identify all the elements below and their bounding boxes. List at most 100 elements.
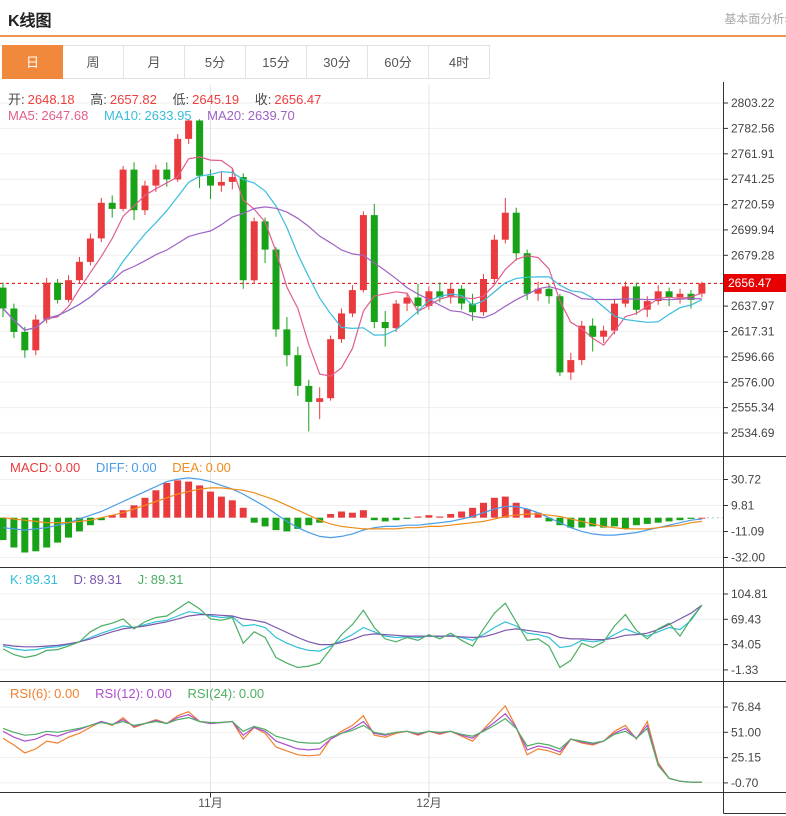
tab-4hour[interactable]: 4时 (429, 45, 490, 79)
y-axis-label: 2803.22 (731, 96, 775, 110)
rsi6-line (2, 704, 702, 783)
ma20-label: MA20: (207, 108, 245, 123)
candle-body (403, 297, 411, 304)
macd-bar (458, 511, 466, 518)
ma5-line (2, 156, 703, 377)
macd-bar (54, 517, 62, 543)
open-value: 2648.18 (27, 92, 75, 107)
candle-body (196, 120, 204, 176)
candle-body (348, 290, 356, 314)
d-label: D: (73, 572, 87, 587)
macd-bar (436, 516, 444, 518)
tab-day[interactable]: 日 (2, 45, 63, 79)
macd-bar (294, 517, 302, 529)
candle-body (283, 329, 291, 356)
ohlc-legend: 开: 2648.18 高: 2657.82 低: 2645.19 收: 2656.47 (8, 89, 321, 108)
y-axis-label: 76.84 (731, 700, 761, 714)
rsi12-line (2, 712, 702, 783)
high-value: 2657.82 (109, 92, 157, 107)
macd-bar (414, 516, 422, 518)
candle-body (54, 282, 62, 300)
candle-body (207, 175, 214, 186)
candle-body (589, 325, 597, 337)
ma5-value: 2647.68 (41, 108, 89, 123)
candle-body (163, 169, 171, 180)
macd-bar (698, 517, 706, 519)
tab-5min[interactable]: 5分 (185, 45, 246, 79)
rsi24-line (2, 716, 702, 783)
y-axis-label: 2555.34 (731, 401, 775, 415)
y-axis-label: 51.00 (731, 725, 761, 739)
candle-body (534, 288, 542, 294)
macd-bar (556, 517, 564, 526)
x-axis-label: 12月 (416, 796, 441, 810)
macd-bar (392, 517, 400, 521)
tab-month[interactable]: 月 (124, 45, 185, 79)
y-axis-label: 2596.66 (731, 350, 775, 364)
candle-body (490, 239, 498, 279)
macd-bar (86, 517, 94, 526)
y-axis-label: 25.15 (731, 751, 761, 765)
macd-bar (643, 517, 651, 524)
rsi6-label: RSI(6): (10, 686, 52, 701)
y-axis-label: -0.70 (731, 776, 759, 790)
candle-body (392, 303, 400, 329)
close-value: 2656.47 (274, 92, 322, 107)
candle-body (0, 287, 7, 309)
macd-bar (152, 490, 160, 518)
candle-body (174, 138, 182, 180)
candle-body (250, 221, 258, 281)
macd-bar (130, 505, 138, 518)
y-axis-label: -32.00 (731, 551, 765, 565)
j-label: J: (137, 572, 148, 587)
tab-60min[interactable]: 60分 (368, 45, 429, 79)
open-label: 开: (8, 92, 25, 107)
macd-bar (501, 496, 509, 518)
candle-body (119, 169, 127, 209)
macd-bar (43, 517, 51, 548)
candle-body (359, 215, 367, 291)
macd-bar (512, 502, 520, 518)
macd-bar (490, 497, 498, 518)
macd-legend: MACD: 0.00 DIFF: 0.00 DEA: 0.00 (10, 460, 231, 475)
diff-line (2, 477, 702, 539)
macd-bar (578, 517, 586, 528)
k-value: 89.31 (25, 572, 58, 587)
macd-bar (687, 517, 695, 519)
candle-body (239, 177, 247, 281)
j-value: 89.31 (150, 572, 184, 587)
candle-body (600, 330, 608, 337)
y-axis-label: 2741.25 (731, 172, 775, 186)
candle-body (567, 360, 575, 373)
y-axis-label: -11.09 (731, 525, 764, 539)
fundamental-analysis-link[interactable]: 基本面分析» (724, 12, 786, 26)
candle-body (228, 177, 236, 182)
y-axis-label: 2576.00 (731, 375, 775, 389)
candle-body (185, 120, 193, 139)
macd-bar (611, 517, 618, 527)
candle-body (447, 288, 455, 298)
candle-body (643, 301, 651, 310)
candle-body (621, 286, 629, 304)
ma10-label: MA10: (103, 108, 142, 123)
tab-week[interactable]: 周 (63, 45, 124, 79)
rsi24-value: 0.00 (238, 686, 265, 701)
candle-body (698, 283, 706, 294)
macd-bar (217, 496, 225, 518)
macd-bar (447, 514, 455, 518)
candle-body (130, 169, 138, 211)
candle-body (414, 297, 422, 307)
candle-body (654, 291, 662, 302)
candle-body (338, 313, 345, 340)
macd-bar (283, 517, 291, 532)
y-axis-label: 2782.56 (731, 121, 775, 135)
candle-body (65, 280, 72, 300)
candle-body (75, 261, 83, 281)
tab-15min[interactable]: 15分 (246, 45, 307, 79)
macd-bar (632, 517, 640, 526)
rsi24-label: RSI(24): (187, 686, 236, 701)
y-axis-label: 2699.94 (731, 223, 775, 237)
tab-30min[interactable]: 30分 (307, 45, 368, 79)
candle-body (108, 202, 116, 209)
